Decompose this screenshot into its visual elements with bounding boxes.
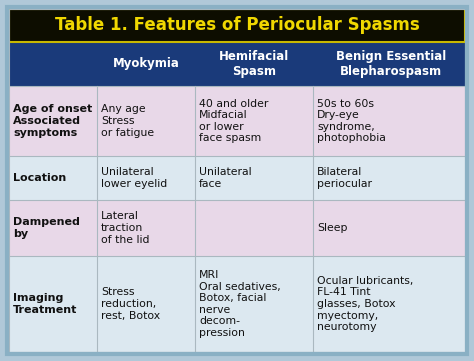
Text: Imaging
Treatment: Imaging Treatment (13, 293, 77, 315)
Text: Hemifacial
Spasm: Hemifacial Spasm (219, 50, 289, 78)
FancyBboxPatch shape (9, 156, 465, 200)
Text: Stress
reduction,
rest, Botox: Stress reduction, rest, Botox (101, 287, 160, 321)
FancyBboxPatch shape (9, 256, 465, 352)
Text: Dampened
by: Dampened by (13, 217, 80, 239)
FancyBboxPatch shape (9, 9, 465, 42)
FancyBboxPatch shape (9, 200, 465, 256)
Text: 50s to 60s
Dry-eye
syndrome,
photophobia: 50s to 60s Dry-eye syndrome, photophobia (317, 99, 386, 143)
Text: Lateral
traction
of the lid: Lateral traction of the lid (101, 212, 149, 245)
FancyBboxPatch shape (9, 42, 465, 86)
Text: Myokymia: Myokymia (112, 57, 180, 70)
Text: Benign Essential
Blepharospasm: Benign Essential Blepharospasm (336, 50, 446, 78)
Text: Sleep: Sleep (317, 223, 347, 233)
Text: Unilateral
face: Unilateral face (199, 167, 252, 189)
Text: Unilateral
lower eyelid: Unilateral lower eyelid (101, 167, 167, 189)
Text: Location: Location (13, 173, 66, 183)
Text: Bilateral
periocular: Bilateral periocular (317, 167, 372, 189)
Text: Ocular lubricants,
FL-41 Tint
glasses, Botox
myectomy,
neurotomy: Ocular lubricants, FL-41 Tint glasses, B… (317, 276, 413, 332)
FancyBboxPatch shape (9, 86, 465, 156)
Text: Table 1. Features of Periocular Spasms: Table 1. Features of Periocular Spasms (55, 17, 419, 35)
Text: Age of onset
Associated
symptoms: Age of onset Associated symptoms (13, 104, 92, 138)
FancyBboxPatch shape (9, 9, 465, 352)
Text: MRI
Oral sedatives,
Botox, facial
nerve
decom-
pression: MRI Oral sedatives, Botox, facial nerve … (199, 270, 281, 338)
Text: Any age
Stress
or fatigue: Any age Stress or fatigue (101, 104, 154, 138)
Text: 40 and older
Midfacial
or lower
face spasm: 40 and older Midfacial or lower face spa… (199, 99, 268, 143)
